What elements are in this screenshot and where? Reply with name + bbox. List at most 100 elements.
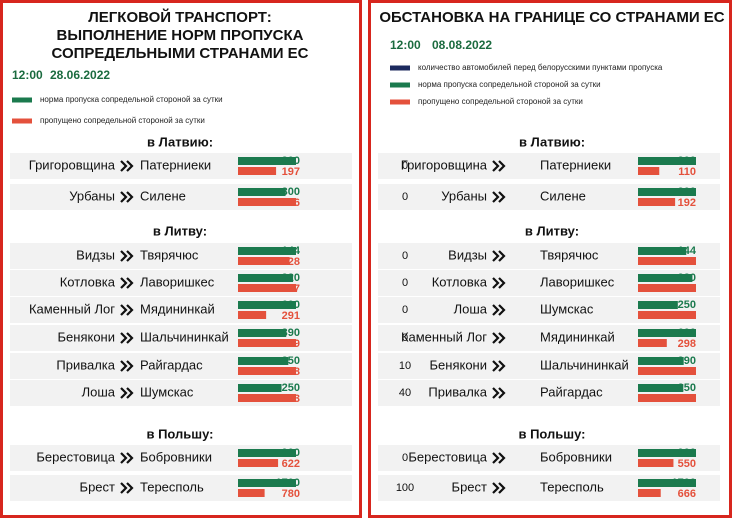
from-point: Котловка [432, 274, 488, 289]
passed-value: 197 [282, 166, 300, 178]
title: ОБСТАНОВКА НА ГРАНИЦЕ СО СТРАНАМИ ЕС [379, 9, 724, 26]
norm-bar [638, 188, 696, 196]
norm-value: 900 [282, 447, 300, 459]
norm-bar [238, 274, 294, 282]
passed-value: 364 [678, 310, 697, 322]
to-point: Шальчининкай [540, 357, 629, 372]
chevron [120, 191, 134, 203]
norm-value: 900 [678, 447, 696, 459]
legend-label: норма пропуска сопредельной стороной за … [418, 80, 601, 89]
norm-value: 1700 [276, 477, 300, 489]
from-point: Берестовица [408, 449, 487, 464]
norm-value: 300 [282, 155, 300, 167]
passed-bar [638, 311, 696, 319]
passed-value: 173 [678, 256, 696, 268]
chevron [120, 452, 134, 464]
chevron [492, 452, 506, 464]
chevron [492, 304, 506, 316]
from-point: Григоровщина [401, 157, 488, 172]
norm-bar [638, 449, 696, 457]
chevron [120, 160, 134, 172]
passed-bar [638, 367, 696, 375]
panel-border [0, 0, 362, 518]
from-point: Григоровщина [29, 157, 116, 172]
to-point: Бобровники [540, 449, 612, 464]
chevron [120, 482, 134, 494]
passed-bar [638, 198, 676, 206]
to-point: Силене [140, 188, 186, 203]
norm-bar [638, 157, 696, 165]
to-point: Райгардас [140, 357, 203, 372]
passed-value: 341 [678, 283, 696, 295]
chevron [492, 160, 506, 172]
queue: 100 [396, 482, 414, 494]
chevron [492, 332, 506, 344]
from-point: Лоша [82, 384, 116, 399]
to-point: Лаворишкес [540, 274, 615, 289]
to-point: Патерниеки [540, 157, 611, 172]
from-point: Привалка [56, 357, 115, 372]
chevron [492, 277, 506, 289]
chevron [120, 387, 134, 399]
norm-bar [238, 449, 296, 457]
title: СОПРЕДЕЛЬНЫМИ СТРАНАМИ ЕС [52, 45, 309, 62]
group-heading: в Польшу: [518, 426, 585, 441]
passed-value: 128 [282, 256, 300, 268]
passed-value: 110 [678, 166, 696, 178]
norm-bar [238, 357, 289, 365]
norm-value: 250 [282, 355, 300, 367]
norm-bar [238, 301, 296, 309]
norm-bar [238, 188, 286, 196]
norm-bar [638, 301, 678, 309]
queue: 0 [402, 191, 408, 203]
passed-bar [238, 489, 265, 497]
passed-value: 366 [282, 197, 300, 209]
passed-value: 333 [282, 393, 300, 405]
queue: 0 [402, 250, 408, 262]
from-point: Брест [80, 479, 115, 494]
norm-value: 144 [678, 245, 697, 257]
queue: 0 [402, 452, 408, 464]
chevron [492, 360, 506, 372]
norm-value: 250 [678, 299, 696, 311]
title: ЛЕГКОВОЙ ТРАНСПОРТ: [88, 8, 272, 26]
norm-bar [638, 479, 696, 487]
to-point: Тересполь [140, 479, 204, 494]
legend-swatch [390, 82, 410, 88]
norm-value: 300 [282, 186, 300, 198]
norm-value: 390 [282, 327, 300, 339]
date: 08.08.2022 [432, 38, 492, 52]
passed-bar [238, 394, 296, 402]
norm-value: 300 [678, 186, 696, 198]
norm-value: 320 [678, 272, 696, 284]
passed-bar [638, 394, 696, 402]
date: 28.06.2022 [50, 68, 110, 82]
norm-value: 600 [282, 299, 300, 311]
passed-value: 469 [282, 338, 300, 350]
norm-value: 250 [678, 382, 696, 394]
passed-value: 666 [678, 488, 696, 500]
chevron [492, 482, 506, 494]
from-point: Бенякони [430, 357, 487, 372]
passed-bar [238, 367, 296, 375]
queue: 0 [402, 160, 408, 172]
passed-bar [238, 311, 267, 319]
passed-value: 550 [678, 458, 696, 470]
to-point: Райгардас [540, 384, 603, 399]
from-point: Привалка [428, 384, 487, 399]
from-point: Урбаны [69, 188, 115, 203]
passed-value: 337 [282, 283, 300, 295]
passed-bar [638, 167, 660, 175]
norm-bar [238, 247, 296, 255]
legend-label: пропущено сопредельной стороной за сутки [40, 116, 205, 125]
norm-bar [638, 274, 693, 282]
to-point: Твярячюс [540, 247, 599, 262]
chevron [120, 332, 134, 344]
to-point: Лаворишкес [140, 274, 215, 289]
legend-label: количество автомобилей перед белорусским… [418, 63, 663, 72]
title: ВЫПОЛНЕНИЕ НОРМ ПРОПУСКА [57, 27, 304, 44]
passed-value: 291 [282, 310, 300, 322]
norm-bar [238, 329, 287, 337]
from-point: Лоша [454, 301, 488, 316]
passed-bar [638, 284, 696, 292]
